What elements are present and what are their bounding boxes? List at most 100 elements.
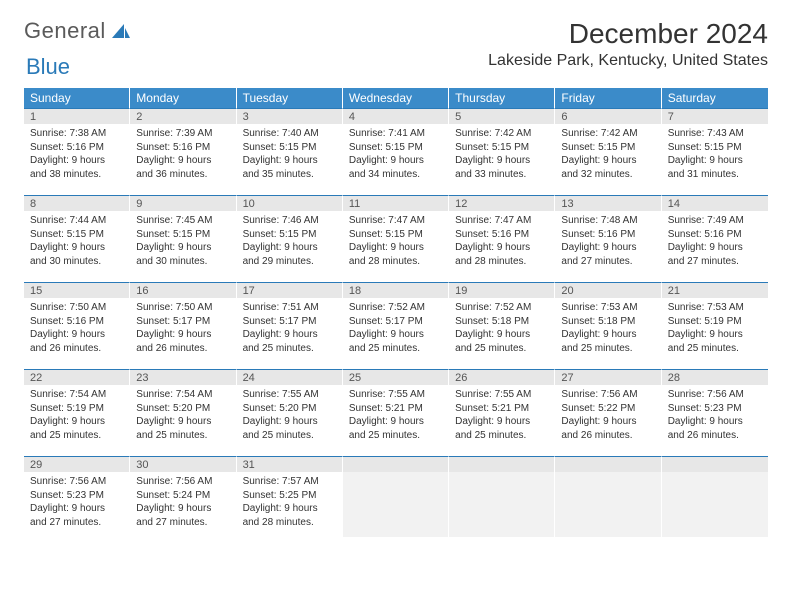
sunrise-text: Sunrise: 7:56 AM <box>561 388 654 402</box>
daylight-text-1: Daylight: 9 hours <box>349 415 442 429</box>
day-number-row: 22232425262728 <box>24 369 768 385</box>
sunrise-text: Sunrise: 7:43 AM <box>668 127 762 141</box>
daylight-text-1: Daylight: 9 hours <box>668 241 762 255</box>
day-number-cell: 25 <box>343 369 449 385</box>
day-number-row: 15161718192021 <box>24 282 768 298</box>
weekday-header-row: SundayMondayTuesdayWednesdayThursdayFrid… <box>24 88 768 108</box>
daylight-text-2: and 27 minutes. <box>561 255 654 269</box>
day-number-cell: 27 <box>555 369 661 385</box>
day-number-cell: 2 <box>130 108 236 124</box>
day-number-row: 293031 <box>24 456 768 472</box>
day-number-cell: 16 <box>130 282 236 298</box>
sunrise-text: Sunrise: 7:39 AM <box>136 127 229 141</box>
weekday-header-cell: Thursday <box>449 88 555 108</box>
sunrise-text: Sunrise: 7:54 AM <box>136 388 229 402</box>
day-content-cell: Sunrise: 7:53 AMSunset: 5:19 PMDaylight:… <box>662 298 768 363</box>
sunrise-text: Sunrise: 7:44 AM <box>30 214 123 228</box>
daylight-text-1: Daylight: 9 hours <box>349 328 442 342</box>
daylight-text-1: Daylight: 9 hours <box>136 241 229 255</box>
sunrise-text: Sunrise: 7:56 AM <box>30 475 123 489</box>
daylight-text-2: and 32 minutes. <box>561 168 654 182</box>
sunrise-text: Sunrise: 7:50 AM <box>136 301 229 315</box>
day-number-cell <box>555 456 661 472</box>
daylight-text-2: and 25 minutes. <box>136 429 229 443</box>
sunset-text: Sunset: 5:15 PM <box>561 141 654 155</box>
logo-text-1: General <box>24 18 106 44</box>
daylight-text-1: Daylight: 9 hours <box>136 328 229 342</box>
daylight-text-2: and 25 minutes. <box>561 342 654 356</box>
day-number-cell: 3 <box>237 108 343 124</box>
day-content-cell: Sunrise: 7:38 AMSunset: 5:16 PMDaylight:… <box>24 124 130 189</box>
daylight-text-2: and 30 minutes. <box>136 255 229 269</box>
logo: General <box>24 18 132 44</box>
daylight-text-1: Daylight: 9 hours <box>243 154 336 168</box>
weekday-header-cell: Friday <box>555 88 661 108</box>
daylight-text-2: and 28 minutes. <box>243 516 336 530</box>
daylight-text-1: Daylight: 9 hours <box>243 328 336 342</box>
sunrise-text: Sunrise: 7:55 AM <box>243 388 336 402</box>
sunset-text: Sunset: 5:16 PM <box>30 141 123 155</box>
day-number-cell: 19 <box>449 282 555 298</box>
day-content-cell: Sunrise: 7:43 AMSunset: 5:15 PMDaylight:… <box>662 124 768 189</box>
day-content-cell: Sunrise: 7:40 AMSunset: 5:15 PMDaylight:… <box>237 124 343 189</box>
day-number-cell: 12 <box>449 195 555 211</box>
day-number-cell: 5 <box>449 108 555 124</box>
daylight-text-1: Daylight: 9 hours <box>30 328 123 342</box>
day-content-row: Sunrise: 7:54 AMSunset: 5:19 PMDaylight:… <box>24 385 768 450</box>
sunset-text: Sunset: 5:15 PM <box>136 228 229 242</box>
weekday-header-cell: Tuesday <box>237 88 343 108</box>
sunrise-text: Sunrise: 7:42 AM <box>455 127 548 141</box>
day-number-cell: 15 <box>24 282 130 298</box>
day-content-cell: Sunrise: 7:56 AMSunset: 5:23 PMDaylight:… <box>24 472 130 537</box>
day-content-cell: Sunrise: 7:46 AMSunset: 5:15 PMDaylight:… <box>237 211 343 276</box>
day-number-cell: 18 <box>343 282 449 298</box>
sunset-text: Sunset: 5:21 PM <box>455 402 548 416</box>
day-number-cell: 11 <box>343 195 449 211</box>
sunrise-text: Sunrise: 7:41 AM <box>349 127 442 141</box>
daylight-text-2: and 28 minutes. <box>349 255 442 269</box>
sunset-text: Sunset: 5:20 PM <box>243 402 336 416</box>
daylight-text-1: Daylight: 9 hours <box>668 328 762 342</box>
daylight-text-2: and 35 minutes. <box>243 168 336 182</box>
daylight-text-2: and 38 minutes. <box>30 168 123 182</box>
daylight-text-2: and 28 minutes. <box>455 255 548 269</box>
sunset-text: Sunset: 5:15 PM <box>349 228 442 242</box>
daylight-text-2: and 31 minutes. <box>668 168 762 182</box>
daylight-text-1: Daylight: 9 hours <box>30 241 123 255</box>
day-content-row: Sunrise: 7:56 AMSunset: 5:23 PMDaylight:… <box>24 472 768 537</box>
sunset-text: Sunset: 5:15 PM <box>243 141 336 155</box>
sunset-text: Sunset: 5:24 PM <box>136 489 229 503</box>
day-number-cell: 7 <box>662 108 768 124</box>
sunrise-text: Sunrise: 7:49 AM <box>668 214 762 228</box>
sunset-text: Sunset: 5:19 PM <box>30 402 123 416</box>
day-content-cell: Sunrise: 7:39 AMSunset: 5:16 PMDaylight:… <box>130 124 236 189</box>
day-content-row: Sunrise: 7:50 AMSunset: 5:16 PMDaylight:… <box>24 298 768 363</box>
sunset-text: Sunset: 5:16 PM <box>561 228 654 242</box>
daylight-text-1: Daylight: 9 hours <box>455 241 548 255</box>
daylight-text-1: Daylight: 9 hours <box>30 502 123 516</box>
sunset-text: Sunset: 5:17 PM <box>349 315 442 329</box>
day-number-cell: 29 <box>24 456 130 472</box>
day-number-row: 1234567 <box>24 108 768 124</box>
day-number-cell: 31 <box>237 456 343 472</box>
sunrise-text: Sunrise: 7:52 AM <box>455 301 548 315</box>
sunset-text: Sunset: 5:16 PM <box>30 315 123 329</box>
day-content-cell: Sunrise: 7:47 AMSunset: 5:16 PMDaylight:… <box>449 211 555 276</box>
sunset-text: Sunset: 5:20 PM <box>136 402 229 416</box>
sunrise-text: Sunrise: 7:46 AM <box>243 214 336 228</box>
sunrise-text: Sunrise: 7:42 AM <box>561 127 654 141</box>
day-content-cell <box>555 472 661 537</box>
day-number-cell: 24 <box>237 369 343 385</box>
calendar: SundayMondayTuesdayWednesdayThursdayFrid… <box>24 88 768 537</box>
daylight-text-1: Daylight: 9 hours <box>561 328 654 342</box>
sunrise-text: Sunrise: 7:54 AM <box>30 388 123 402</box>
daylight-text-2: and 25 minutes. <box>455 342 548 356</box>
daylight-text-1: Daylight: 9 hours <box>136 415 229 429</box>
sunrise-text: Sunrise: 7:55 AM <box>455 388 548 402</box>
sunset-text: Sunset: 5:16 PM <box>136 141 229 155</box>
sunrise-text: Sunrise: 7:48 AM <box>561 214 654 228</box>
daylight-text-2: and 25 minutes. <box>668 342 762 356</box>
weekday-header-cell: Sunday <box>24 88 130 108</box>
day-content-cell: Sunrise: 7:55 AMSunset: 5:21 PMDaylight:… <box>343 385 449 450</box>
day-content-cell: Sunrise: 7:52 AMSunset: 5:18 PMDaylight:… <box>449 298 555 363</box>
